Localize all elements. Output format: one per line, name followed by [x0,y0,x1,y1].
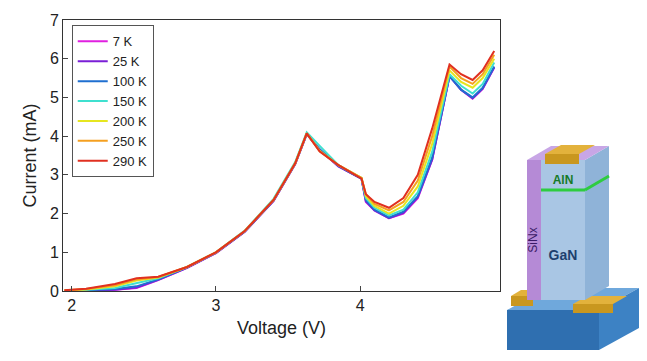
svg-text:GaN: GaN [549,247,578,263]
svg-text:0: 0 [50,283,59,300]
svg-text:7 K: 7 K [113,34,133,49]
svg-text:3: 3 [211,297,220,314]
svg-text:Current (mA): Current (mA) [20,103,40,207]
svg-text:1: 1 [50,244,59,261]
svg-text:3: 3 [50,166,59,183]
svg-text:Voltage (V): Voltage (V) [237,318,326,338]
svg-text:25 K: 25 K [113,54,140,69]
svg-text:100 K: 100 K [113,74,147,89]
svg-text:290 K: 290 K [113,154,147,169]
svg-text:2: 2 [50,205,59,222]
svg-text:4: 4 [356,297,365,314]
svg-text:AlN: AlN [553,173,574,187]
svg-text:200 K: 200 K [113,114,147,129]
svg-text:7: 7 [50,12,59,29]
svg-text:250 K: 250 K [113,134,147,149]
svg-text:6: 6 [50,50,59,67]
svg-text:5: 5 [50,89,59,106]
svg-text:150 K: 150 K [113,94,147,109]
svg-text:4: 4 [50,128,59,145]
svg-text:SiNx: SiNx [526,227,540,252]
svg-text:2: 2 [67,297,76,314]
